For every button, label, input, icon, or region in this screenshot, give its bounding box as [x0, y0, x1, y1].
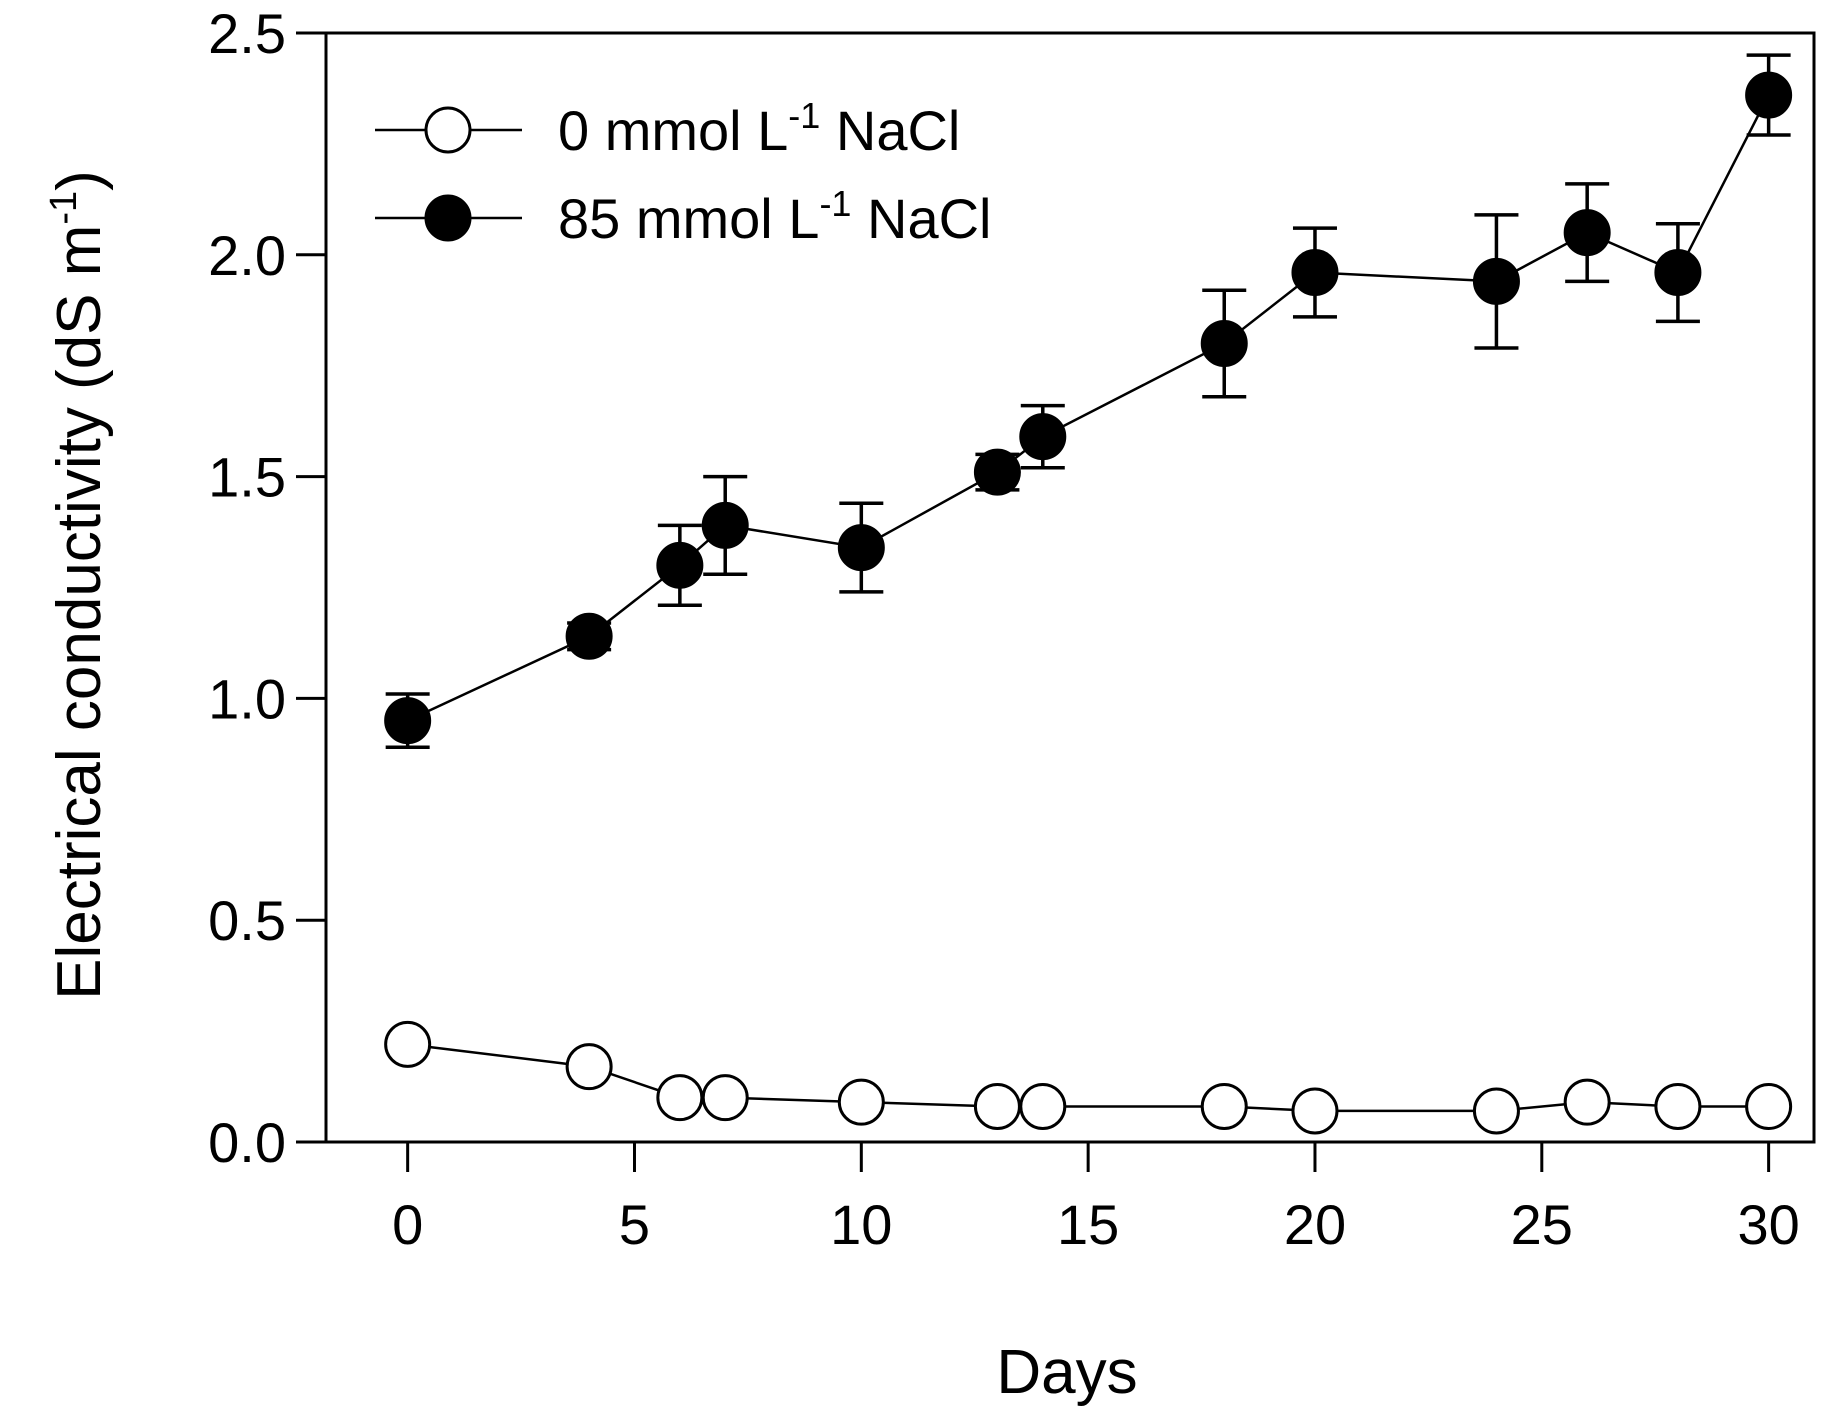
series-1 [384, 53, 1793, 749]
data-point [565, 612, 613, 660]
x-tick-label: 30 [1737, 1193, 1799, 1256]
data-point [1654, 1083, 1702, 1131]
data-point [1019, 413, 1067, 461]
x-tick-label: 5 [619, 1193, 650, 1256]
legend-label-suffix: NaCl [820, 99, 960, 162]
legend-marker [424, 106, 472, 154]
data-point [1654, 249, 1702, 297]
x-tick-label: 10 [830, 1193, 892, 1256]
data-point [1472, 1087, 1520, 1135]
data-point [1745, 71, 1793, 119]
x-axis-title: Days [996, 1338, 1137, 1407]
data-point [1745, 1083, 1793, 1131]
data-point [973, 448, 1021, 496]
data-point [1563, 1078, 1611, 1126]
series-layer [384, 53, 1793, 1135]
data-point [837, 1078, 885, 1126]
data-point [1291, 1087, 1339, 1135]
legend-entry-1: 85 mmol L-1 NaCl [375, 183, 991, 250]
legend-label: 0 mmol L-1 NaCl [558, 95, 960, 162]
y-tick-label: 1.0 [208, 667, 286, 730]
data-point [1200, 320, 1248, 368]
y-tick-label: 1.5 [208, 446, 286, 509]
axes: 0 5 10 15 20 25 30 0.0 0.5 1.0 1.5 2.0 2.5 [208, 2, 1816, 1256]
data-point [1563, 209, 1611, 257]
data-point [1291, 249, 1339, 297]
legend-entry-0: 0 mmol L-1 NaCl [375, 95, 960, 162]
x-tick-label: 15 [1057, 1193, 1119, 1256]
data-point [1019, 1083, 1067, 1131]
x-tick-label: 20 [1284, 1193, 1346, 1256]
legend-label-main: 0 mmol L [558, 99, 788, 162]
data-point [656, 541, 704, 589]
data-point [973, 1083, 1021, 1131]
legend-label-main: 85 mmol L [558, 187, 819, 250]
y-axis-title-close: ) [45, 170, 114, 191]
x-tick-label: 0 [392, 1193, 423, 1256]
x-tick-label: 25 [1511, 1193, 1573, 1256]
data-point [656, 1074, 704, 1122]
legend-label-sup: -1 [788, 95, 820, 136]
data-point [701, 1074, 749, 1122]
y-axis-title: Electrical conductivity (dS m-1) [43, 170, 114, 1000]
legend-label-sup: -1 [819, 183, 851, 224]
legend-marker [424, 194, 472, 242]
y-axis-title-sup: -1 [43, 191, 85, 225]
y-tick-label: 2.5 [208, 2, 286, 65]
data-point [1472, 257, 1520, 305]
legend-label-suffix: NaCl [851, 187, 991, 250]
data-point [701, 501, 749, 549]
data-point [565, 1043, 613, 1091]
y-tick-label: 0.5 [208, 889, 286, 952]
y-axis-title-main: Electrical conductivity (dS m [45, 225, 114, 1000]
data-point [837, 524, 885, 572]
series-0 [384, 1020, 1793, 1135]
y-tick-label: 2.0 [208, 224, 286, 287]
y-tick-label: 0.0 [208, 1111, 286, 1174]
data-point [384, 1020, 432, 1068]
legend-label: 85 mmol L-1 NaCl [558, 183, 991, 250]
data-point [1200, 1083, 1248, 1131]
plot-frame [324, 31, 1816, 1144]
data-point [384, 697, 432, 745]
